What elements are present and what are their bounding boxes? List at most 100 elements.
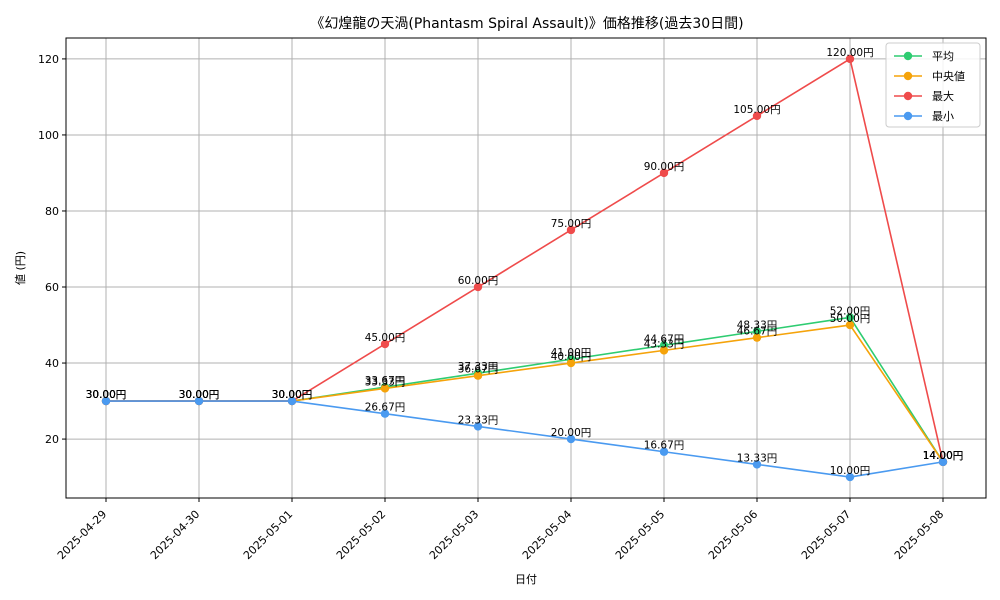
data-label: 14.00円 — [923, 450, 964, 462]
x-tick-label: 2025-05-01 — [241, 508, 295, 562]
data-label: 43.33円 — [644, 338, 685, 350]
data-point — [473, 422, 483, 431]
data-label: 30.00円 — [272, 389, 313, 401]
data-point — [845, 472, 855, 482]
data-point — [380, 339, 390, 349]
data-label: 36.67円 — [458, 364, 499, 376]
data-label: 41.00円 — [551, 347, 592, 359]
data-label: 14.00円 — [923, 450, 964, 462]
series-layer — [101, 54, 948, 482]
data-point — [752, 460, 762, 469]
data-point — [566, 225, 576, 235]
data-label: 30.00円 — [179, 389, 220, 401]
data-label: 45.00円 — [365, 332, 406, 344]
x-tick-label: 2025-05-08 — [892, 508, 946, 562]
data-label: 30.00円 — [86, 389, 127, 401]
data-point — [752, 111, 762, 121]
series-3 — [101, 396, 948, 482]
data-label: 44.67円 — [644, 333, 685, 345]
y-tick-label: 20 — [45, 433, 59, 446]
data-label: 10.00円 — [830, 465, 871, 477]
data-label: 14.00円 — [923, 450, 964, 462]
data-label: 30.00円 — [179, 389, 220, 401]
x-axis-label: 日付 — [515, 573, 537, 586]
x-tick-label: 2025-05-02 — [334, 508, 388, 562]
legend-label: 最大 — [932, 89, 954, 103]
chart-title: 《幻煌龍の天渦(Phantasm Spiral Assault)》価格推移(過去… — [310, 15, 743, 32]
x-tick-label: 2025-05-04 — [520, 508, 574, 562]
series-line — [106, 400, 944, 478]
series-line — [106, 324, 944, 463]
data-point — [752, 333, 762, 342]
y-tick-layer: 20 40 60 80 100 120 — [38, 53, 66, 446]
data-point — [101, 396, 111, 406]
legend-marker — [903, 91, 913, 101]
data-point — [566, 358, 576, 368]
data-label: 52.00円 — [830, 305, 871, 317]
plot-frame — [65, 37, 987, 499]
y-tick-label: 40 — [45, 357, 59, 370]
data-point — [938, 457, 948, 467]
data-label: 30.00円 — [179, 389, 220, 401]
series-1 — [101, 320, 948, 467]
data-point — [287, 396, 297, 406]
data-point — [752, 327, 762, 336]
data-label: 30.00円 — [272, 389, 313, 401]
x-tick-layer: 2025-04-29 2025-04-30 2025-05-01 2025-05-02… — [55, 498, 946, 562]
data-point — [845, 320, 855, 330]
series-line — [106, 316, 944, 463]
x-tick-label: 2025-05-03 — [427, 508, 481, 562]
data-label: 23.33円 — [458, 414, 499, 426]
data-label: 13.33円 — [737, 452, 778, 464]
data-label: 120.00円 — [826, 47, 873, 59]
data-label: 40.00円 — [551, 351, 592, 363]
legend-entry: 平均 — [894, 50, 954, 63]
data-label: 33.67円 — [365, 375, 406, 387]
data-label: 30.00円 — [86, 389, 127, 401]
series-0 — [101, 313, 948, 467]
data-label: 30.00円 — [86, 389, 127, 401]
legend-marker — [903, 71, 913, 81]
data-point — [194, 396, 204, 406]
data-label: 30.00円 — [272, 389, 313, 401]
y-tick-label: 60 — [45, 281, 59, 294]
data-label: 75.00円 — [551, 218, 592, 230]
grid-layer — [66, 38, 986, 498]
data-point — [380, 384, 390, 393]
x-tick-label: 2025-05-06 — [706, 508, 760, 562]
data-label: 60.00円 — [458, 275, 499, 287]
legend-label: 中央値 — [932, 70, 965, 83]
legend-marker — [903, 51, 913, 61]
legend-entry: 中央値 — [894, 70, 965, 83]
data-label: 50.00円 — [830, 313, 871, 325]
legend-entry: 最大 — [894, 89, 954, 103]
legend-label: 最小 — [932, 110, 954, 123]
data-point — [659, 447, 669, 456]
data-label: 26.67円 — [365, 402, 406, 414]
x-tick-label: 2025-04-29 — [55, 508, 109, 562]
data-label: 14.00円 — [923, 450, 964, 462]
data-label: 30.00円 — [179, 389, 220, 401]
y-tick-label: 120 — [38, 53, 59, 66]
series-2 — [101, 54, 948, 467]
x-tick-label: 2025-05-05 — [613, 508, 667, 562]
data-label: 30.00円 — [272, 389, 313, 401]
y-axis-label: 値 (円) — [14, 251, 27, 285]
y-tick-label: 100 — [38, 129, 59, 142]
data-label: 46.67円 — [737, 326, 778, 338]
data-label: 20.00円 — [551, 427, 592, 439]
data-point — [473, 371, 483, 380]
x-tick-label: 2025-05-07 — [799, 508, 853, 562]
data-label: 16.67円 — [644, 440, 685, 452]
y-tick-label: 80 — [45, 205, 59, 218]
data-point — [566, 434, 576, 444]
data-point — [659, 346, 669, 355]
data-label: 30.00円 — [86, 389, 127, 401]
data-label: 33.33円 — [365, 376, 406, 388]
data-label: 37.33円 — [458, 361, 499, 373]
data-point — [473, 282, 483, 292]
data-point — [659, 168, 669, 178]
data-point — [845, 313, 855, 322]
